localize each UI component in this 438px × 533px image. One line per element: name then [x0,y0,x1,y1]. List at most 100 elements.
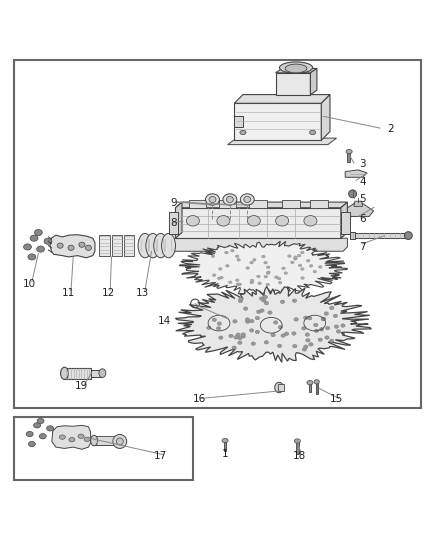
Ellipse shape [273,321,278,324]
Ellipse shape [84,437,90,441]
Ellipse shape [307,317,312,320]
Ellipse shape [329,339,334,343]
Ellipse shape [99,369,106,377]
Polygon shape [311,68,317,94]
Ellipse shape [285,64,307,73]
Ellipse shape [219,336,223,340]
Ellipse shape [216,327,221,330]
Text: 5: 5 [359,194,366,204]
Ellipse shape [292,299,297,302]
Ellipse shape [240,130,246,135]
Ellipse shape [162,233,176,258]
Polygon shape [176,202,347,208]
Ellipse shape [236,333,240,336]
Text: 13: 13 [136,288,149,297]
Ellipse shape [336,330,341,333]
Ellipse shape [250,281,254,284]
Ellipse shape [236,283,240,286]
Ellipse shape [251,342,255,345]
Ellipse shape [222,439,228,443]
Ellipse shape [313,270,317,273]
Polygon shape [276,68,317,73]
Polygon shape [343,202,374,216]
Ellipse shape [290,261,294,264]
Ellipse shape [229,281,232,284]
Ellipse shape [220,276,223,279]
Ellipse shape [30,235,38,241]
Ellipse shape [225,252,228,254]
Ellipse shape [217,322,222,325]
Ellipse shape [260,309,264,312]
Ellipse shape [309,264,313,267]
Ellipse shape [306,338,310,342]
Ellipse shape [232,346,237,350]
Text: 10: 10 [23,279,36,289]
Ellipse shape [325,336,329,340]
Polygon shape [345,170,367,177]
Ellipse shape [318,265,322,268]
Ellipse shape [309,343,313,346]
Ellipse shape [349,190,357,198]
Ellipse shape [284,272,287,274]
Ellipse shape [91,435,98,446]
Ellipse shape [205,194,219,205]
Ellipse shape [264,301,268,305]
Ellipse shape [267,271,270,273]
Bar [296,441,299,454]
Text: 18: 18 [293,451,306,461]
Ellipse shape [404,232,412,239]
Ellipse shape [60,367,68,379]
Ellipse shape [282,267,285,270]
Ellipse shape [294,256,297,259]
Bar [64,368,92,379]
Ellipse shape [217,277,221,280]
Polygon shape [234,94,330,103]
Ellipse shape [255,316,260,320]
Ellipse shape [113,434,127,448]
Ellipse shape [245,318,250,321]
Ellipse shape [217,215,230,226]
Ellipse shape [238,341,242,344]
Ellipse shape [246,266,249,269]
Ellipse shape [212,274,216,277]
Ellipse shape [116,438,123,445]
Polygon shape [234,103,321,140]
Bar [14,417,193,480]
Ellipse shape [250,261,253,264]
Text: 7: 7 [359,242,366,252]
Ellipse shape [236,279,239,281]
Ellipse shape [307,381,313,385]
Ellipse shape [238,300,243,303]
Ellipse shape [186,215,199,226]
Ellipse shape [304,345,308,349]
Ellipse shape [346,149,352,154]
Bar [99,235,110,256]
Polygon shape [52,425,91,449]
Ellipse shape [226,197,233,203]
Ellipse shape [341,324,345,327]
Ellipse shape [310,130,316,135]
Ellipse shape [319,328,324,331]
Ellipse shape [28,441,35,447]
Ellipse shape [234,336,238,339]
Ellipse shape [35,230,42,236]
Ellipse shape [324,312,328,316]
Ellipse shape [314,329,319,333]
Bar [278,384,284,391]
Text: 4: 4 [359,176,366,187]
Ellipse shape [279,62,313,73]
Polygon shape [341,202,347,238]
Polygon shape [176,208,341,238]
Ellipse shape [292,332,296,335]
Ellipse shape [297,254,301,257]
Ellipse shape [275,276,278,278]
Bar [94,436,116,445]
Ellipse shape [233,320,237,323]
Ellipse shape [79,242,85,247]
Ellipse shape [238,283,241,286]
Text: 8: 8 [170,218,177,228]
Text: 11: 11 [62,288,75,297]
Ellipse shape [78,434,84,439]
Ellipse shape [34,423,41,428]
Ellipse shape [263,295,268,298]
